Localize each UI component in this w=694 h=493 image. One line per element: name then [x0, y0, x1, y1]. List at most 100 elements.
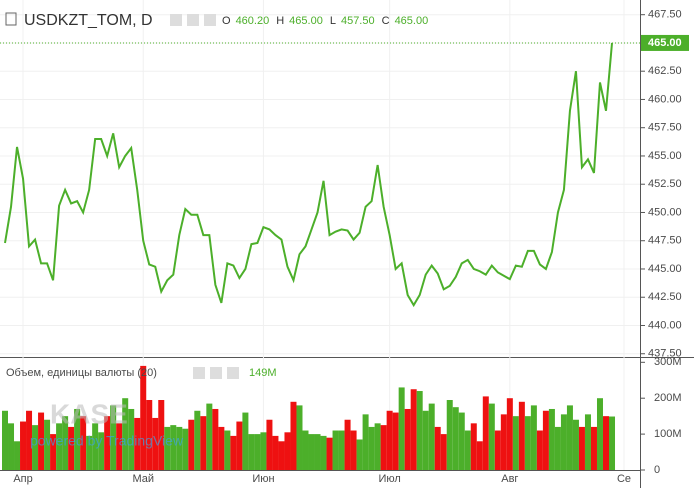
volume-bar	[104, 416, 111, 470]
ohlc-value: 460.20	[236, 15, 270, 27]
volume-bar	[566, 405, 573, 470]
volume-bar	[170, 425, 177, 470]
volume-bar	[560, 414, 567, 470]
volume-bar	[176, 426, 183, 470]
ohlc-value: 465.00	[395, 15, 429, 27]
y-tick-label: 460.00	[648, 93, 682, 105]
last-price-label: 465.00	[648, 37, 682, 49]
y-tick-label: 457.50	[648, 122, 682, 134]
volume-bar	[20, 421, 27, 470]
volume-bar	[356, 439, 363, 470]
ohlc-key: O	[222, 15, 231, 27]
volume-bar	[128, 408, 135, 470]
x-tick-label: Июн	[252, 473, 274, 485]
volume-bar	[182, 428, 189, 470]
volume-bar	[458, 412, 465, 470]
volume-bar	[236, 421, 243, 470]
volume-bar	[50, 434, 57, 470]
volume-bar	[2, 410, 8, 470]
last-price-box	[641, 34, 689, 51]
volume-bar	[32, 425, 39, 470]
y-tick-label: 452.50	[648, 178, 682, 190]
volume-bar	[278, 441, 285, 470]
x-tick-label: Авг	[501, 473, 518, 485]
volume-bar	[494, 430, 501, 470]
volume-bar	[80, 416, 87, 470]
volume-bar	[416, 391, 423, 470]
volume-bar	[200, 416, 207, 470]
volume-bar	[332, 430, 339, 470]
volume-bar	[110, 405, 117, 470]
volume-bar	[68, 426, 75, 470]
volume-bar	[164, 426, 171, 470]
volume-bar	[38, 412, 45, 470]
volume-bar	[536, 430, 543, 470]
volume-bar	[218, 426, 225, 470]
volume-bar	[368, 426, 375, 470]
volume-settings-button[interactable]	[210, 367, 222, 379]
volume-bar	[584, 414, 591, 470]
volume-bar	[488, 403, 495, 470]
volume-bar	[530, 405, 537, 470]
volume-bar	[554, 426, 561, 470]
powered-by: powered by TradingView	[30, 433, 184, 449]
volume-bar	[392, 412, 399, 470]
volume-bar	[572, 419, 579, 470]
volume-bar	[86, 435, 93, 470]
volume-bar	[260, 432, 267, 470]
volume-eye-button[interactable]	[193, 367, 205, 379]
volume-tick-label: 100M	[654, 428, 682, 440]
volume-close-button[interactable]	[227, 367, 239, 379]
volume-bar	[242, 412, 249, 470]
volume-bar	[440, 434, 447, 470]
volume-bar	[446, 400, 453, 470]
x-tick-label: Апр	[13, 473, 32, 485]
volume-bar	[248, 434, 255, 470]
eye-button[interactable]	[170, 14, 182, 26]
volume-bar	[284, 432, 291, 470]
volume-bar	[422, 410, 429, 470]
volume-bar	[224, 430, 231, 470]
volume-bar	[44, 419, 51, 470]
volume-bar	[386, 410, 393, 470]
volume-bar	[272, 435, 279, 470]
close-button[interactable]	[204, 14, 216, 26]
ohlc-value: 457.50	[341, 15, 375, 27]
volume-bar	[188, 419, 195, 470]
volume-bar	[380, 425, 387, 470]
volume-bar	[506, 398, 513, 470]
volume-bar	[320, 435, 327, 470]
ohlc-value: 465.00	[289, 15, 323, 27]
watermark: KASE	[50, 398, 128, 429]
volume-bar	[62, 416, 69, 470]
volume-bar	[230, 435, 237, 470]
ohlc-key: H	[276, 15, 284, 27]
volume-bar	[74, 408, 81, 470]
volume-bar	[362, 414, 369, 470]
symbol-icon[interactable]	[5, 12, 17, 26]
volume-bar	[542, 410, 549, 470]
volume-bar	[398, 387, 405, 470]
y-tick-label: 450.00	[648, 206, 682, 218]
volume-bar	[134, 417, 141, 470]
volume-bar	[140, 365, 147, 470]
volume-bar	[512, 416, 519, 470]
volume-bar	[470, 423, 477, 470]
ohlc-key: C	[382, 15, 390, 27]
y-tick-label: 440.00	[648, 319, 682, 331]
symbol-title: USDKZT_TOM, D	[24, 12, 153, 29]
volume-bar	[434, 426, 441, 470]
volume-bar	[603, 416, 609, 470]
volume-title: Объем, единицы валюты (20)	[6, 367, 157, 379]
y-tick-label: 467.50	[648, 9, 682, 21]
volume-bar	[290, 401, 297, 470]
volume-bar	[578, 426, 585, 470]
volume-bar	[404, 408, 411, 470]
volume-bar	[122, 398, 129, 470]
volume-bar	[194, 410, 201, 470]
volume-bar	[308, 434, 315, 470]
settings-button[interactable]	[187, 14, 199, 26]
volume-bar	[254, 434, 261, 470]
ohlc-key: L	[330, 15, 336, 27]
